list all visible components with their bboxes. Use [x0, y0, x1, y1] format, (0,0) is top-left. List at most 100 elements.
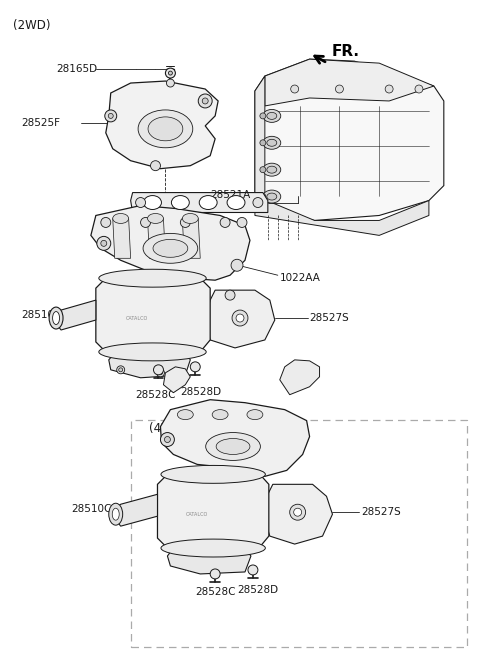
Ellipse shape — [144, 195, 161, 210]
Circle shape — [160, 432, 174, 447]
Circle shape — [154, 365, 164, 375]
Bar — [131, 420, 467, 646]
Circle shape — [253, 198, 263, 208]
Polygon shape — [96, 278, 210, 352]
Circle shape — [260, 193, 266, 200]
Text: CATALCO: CATALCO — [126, 315, 148, 321]
Ellipse shape — [267, 112, 277, 119]
Polygon shape — [255, 195, 429, 235]
Circle shape — [180, 217, 190, 227]
Polygon shape — [113, 494, 157, 526]
Ellipse shape — [143, 233, 198, 263]
Polygon shape — [106, 81, 218, 168]
Polygon shape — [263, 485, 333, 544]
Ellipse shape — [171, 195, 189, 210]
Polygon shape — [265, 59, 434, 106]
Ellipse shape — [216, 439, 250, 454]
Circle shape — [97, 236, 111, 250]
Ellipse shape — [99, 343, 206, 361]
Circle shape — [225, 290, 235, 300]
Text: 28510C: 28510C — [21, 310, 61, 320]
Ellipse shape — [263, 136, 281, 150]
Circle shape — [237, 217, 247, 227]
Polygon shape — [255, 59, 444, 221]
Circle shape — [156, 369, 165, 377]
Circle shape — [167, 79, 174, 87]
Ellipse shape — [113, 214, 129, 223]
Ellipse shape — [99, 269, 206, 287]
Ellipse shape — [49, 307, 63, 329]
Text: CATALCO: CATALCO — [185, 512, 207, 517]
Circle shape — [290, 504, 306, 520]
Text: 28527S: 28527S — [310, 313, 349, 323]
Text: 28528D: 28528D — [237, 585, 278, 595]
Ellipse shape — [267, 139, 277, 146]
Circle shape — [210, 569, 220, 579]
Ellipse shape — [199, 195, 217, 210]
Polygon shape — [280, 360, 320, 394]
Ellipse shape — [112, 508, 119, 520]
Circle shape — [101, 240, 107, 246]
Ellipse shape — [161, 466, 265, 483]
Circle shape — [190, 362, 200, 372]
Text: 28165D: 28165D — [56, 64, 97, 74]
Circle shape — [220, 217, 230, 227]
Circle shape — [231, 259, 243, 271]
Circle shape — [260, 167, 266, 172]
Polygon shape — [164, 367, 190, 392]
Circle shape — [248, 565, 258, 575]
Circle shape — [101, 217, 111, 227]
Circle shape — [166, 68, 175, 78]
Circle shape — [119, 368, 123, 372]
Text: 1022AA: 1022AA — [280, 273, 321, 283]
Text: 28510C: 28510C — [71, 504, 111, 514]
Polygon shape — [53, 300, 96, 330]
Ellipse shape — [227, 195, 245, 210]
Circle shape — [294, 508, 301, 516]
Text: 28521A: 28521A — [210, 189, 251, 200]
Polygon shape — [168, 548, 251, 574]
Ellipse shape — [53, 311, 60, 325]
Polygon shape — [160, 400, 310, 476]
Circle shape — [415, 85, 423, 93]
Circle shape — [198, 94, 212, 108]
Ellipse shape — [182, 214, 198, 223]
Ellipse shape — [267, 166, 277, 173]
Ellipse shape — [206, 432, 260, 460]
Circle shape — [336, 85, 343, 93]
Ellipse shape — [138, 110, 193, 148]
Ellipse shape — [178, 409, 193, 420]
Polygon shape — [182, 219, 200, 259]
Circle shape — [151, 161, 160, 170]
Polygon shape — [131, 193, 268, 212]
Circle shape — [236, 314, 244, 322]
Circle shape — [260, 140, 266, 146]
Text: 28528C: 28528C — [136, 390, 176, 400]
Circle shape — [136, 198, 145, 208]
Text: 28525F: 28525F — [21, 118, 60, 128]
Circle shape — [291, 85, 299, 93]
Ellipse shape — [148, 117, 183, 141]
Ellipse shape — [161, 539, 265, 557]
Circle shape — [168, 71, 172, 75]
Text: (2WD): (2WD) — [13, 20, 51, 32]
Circle shape — [105, 110, 117, 122]
Polygon shape — [109, 352, 190, 378]
Ellipse shape — [263, 110, 281, 122]
Circle shape — [158, 371, 162, 375]
Polygon shape — [255, 76, 265, 210]
Ellipse shape — [263, 163, 281, 176]
Text: 28528C: 28528C — [195, 587, 236, 597]
Text: FR.: FR. — [332, 44, 360, 59]
Circle shape — [165, 436, 170, 443]
Ellipse shape — [247, 409, 263, 420]
Ellipse shape — [153, 240, 188, 257]
Circle shape — [232, 310, 248, 326]
Circle shape — [385, 85, 393, 93]
Circle shape — [108, 114, 113, 118]
Polygon shape — [91, 206, 250, 280]
Ellipse shape — [109, 503, 123, 525]
Ellipse shape — [147, 214, 164, 223]
Circle shape — [202, 98, 208, 104]
Circle shape — [141, 217, 151, 227]
